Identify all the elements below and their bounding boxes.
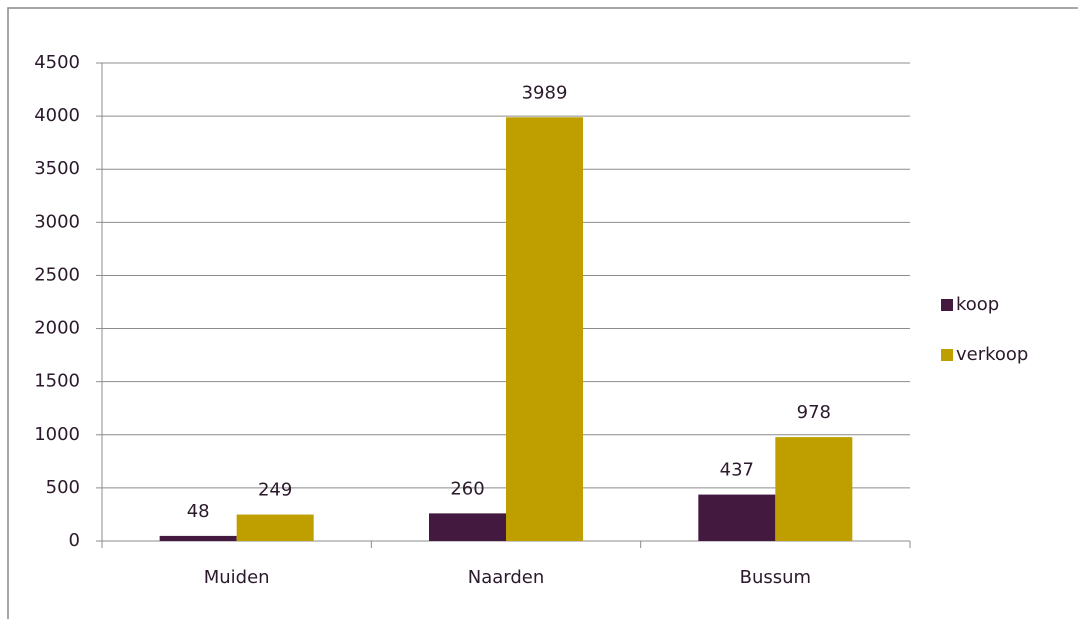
bar	[698, 494, 776, 541]
y-tick-label: 0	[69, 530, 80, 551]
y-tick-label: 500	[46, 477, 80, 498]
y-tick-label: 3000	[34, 211, 80, 232]
bar	[775, 437, 853, 541]
y-tick-label: 1000	[34, 424, 80, 445]
x-tick-label: Naarden	[468, 567, 545, 588]
y-tick-label: 1500	[34, 371, 80, 392]
y-tick-label: 4500	[34, 52, 80, 73]
data-label: 48	[187, 501, 210, 522]
legend-swatch	[941, 299, 953, 311]
legend-label: koop	[956, 294, 999, 315]
bar	[429, 513, 506, 541]
bar	[236, 514, 314, 541]
y-tick-label: 2500	[34, 264, 80, 285]
bar	[506, 117, 583, 542]
data-label: 260	[450, 478, 484, 499]
y-tick-label: 3500	[34, 158, 80, 179]
data-label: 978	[797, 402, 831, 423]
x-tick-label: Bussum	[740, 567, 811, 588]
data-label: 3989	[522, 82, 568, 103]
legend-label: verkoop	[956, 344, 1028, 365]
chart-frame	[7, 7, 1078, 619]
y-tick-label: 4000	[34, 105, 80, 126]
legend-swatch	[941, 349, 953, 361]
x-tick-label: Muiden	[204, 567, 270, 588]
bar	[159, 535, 237, 541]
data-label: 437	[720, 460, 754, 481]
data-label: 249	[258, 480, 292, 501]
y-tick-label: 2000	[34, 318, 80, 339]
